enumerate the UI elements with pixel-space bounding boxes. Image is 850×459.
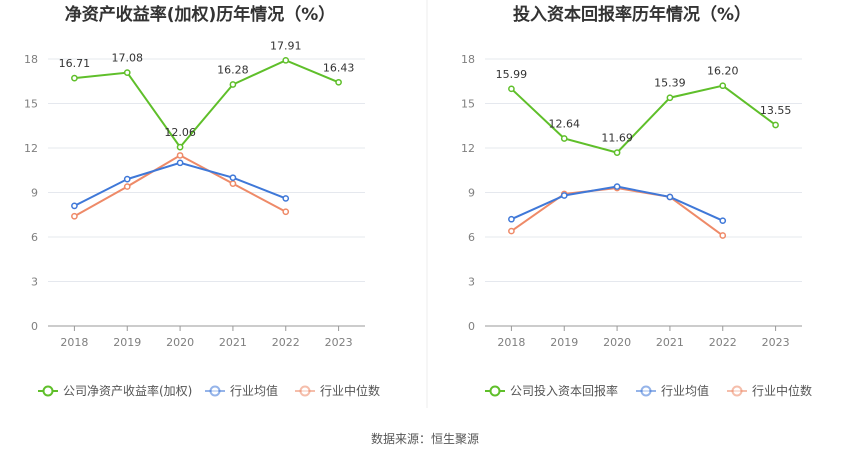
- legend-swatch-marker: [299, 385, 311, 397]
- data-point: [176, 152, 184, 159]
- data-point: [282, 56, 290, 64]
- data-label: 16.28: [217, 64, 249, 77]
- y-tick-label: 0: [31, 320, 38, 333]
- data-point: [176, 143, 184, 151]
- data-label: 16.71: [59, 57, 91, 70]
- data-point: [666, 94, 674, 102]
- legend-item: 公司净资产收益率(加权): [38, 383, 192, 398]
- data-point: [123, 175, 131, 183]
- data-label: 16.20: [707, 65, 739, 78]
- legend-label: 行业中位数: [320, 383, 380, 398]
- data-point: [123, 69, 131, 76]
- data-point: [229, 81, 237, 88]
- y-tick-label: 9: [468, 187, 475, 200]
- data-label: 15.99: [496, 68, 528, 81]
- data-point: [719, 232, 727, 239]
- y-tick-label: 0: [468, 320, 475, 333]
- legend-label: 行业中位数: [752, 383, 812, 398]
- data-point: [772, 121, 779, 129]
- series-line: [510, 84, 777, 154]
- x-tick-label: 2020: [603, 336, 631, 349]
- y-tick-label: 9: [31, 187, 38, 200]
- data-point: [335, 78, 342, 86]
- series-line: [74, 59, 339, 149]
- legend-label: 行业均值: [661, 383, 709, 398]
- data-point: [719, 217, 727, 225]
- x-tick-label: 2019: [550, 336, 578, 349]
- y-tick-label: 15: [461, 98, 475, 111]
- data-label: 16.43: [323, 61, 355, 74]
- data-point: [508, 85, 515, 93]
- legend-label: 公司净资产收益率(加权): [63, 383, 192, 398]
- data-point: [560, 192, 568, 199]
- roic-chart-panel: 投入资本回报率历年情况（%） 0 3 6 9 12 15 18 2018 2019 2020 2021…: [461, 4, 812, 398]
- data-point: [508, 227, 515, 235]
- x-tick-label: 2021: [219, 336, 247, 349]
- x-tick-label: 2018: [60, 336, 88, 349]
- data-label: 12.06: [164, 126, 196, 139]
- y-tick-label: 12: [461, 142, 475, 155]
- y-tick-label: 6: [468, 231, 475, 244]
- y-tick-label: 15: [24, 98, 38, 111]
- legend-item: 行业均值: [636, 383, 709, 398]
- x-tick-label: 2018: [497, 336, 525, 349]
- data-label: 17.08: [112, 52, 144, 65]
- y-tick-label: 18: [24, 53, 38, 66]
- data-point: [508, 215, 515, 223]
- x-tick-label: 2023: [762, 336, 790, 349]
- data-point: [613, 149, 621, 156]
- data-point: [282, 208, 290, 216]
- data-point: [282, 195, 290, 202]
- data-point: [71, 202, 78, 210]
- data-point: [719, 82, 727, 90]
- data-point: [229, 174, 237, 182]
- x-tick-label: 2021: [656, 336, 684, 349]
- roe-chart-panel: 净资产收益率(加权)历年情况（%） 0 3 6 9 12 15 18 2018 2019 2020 2…: [24, 4, 380, 398]
- data-point: [71, 74, 78, 82]
- data-point: [666, 193, 674, 201]
- legend-swatch-marker: [640, 385, 652, 397]
- x-tick-label: 2022: [709, 336, 737, 349]
- legend-item: 公司投入资本回报率: [485, 383, 618, 398]
- series-line: [510, 187, 724, 237]
- legend-swatch-marker: [489, 385, 501, 397]
- legend-item: 行业均值: [205, 383, 278, 398]
- y-tick-label: 6: [31, 231, 38, 244]
- series-line: [511, 185, 724, 222]
- y-tick-label: 12: [24, 142, 38, 155]
- source-note: 数据来源：恒生聚源: [371, 431, 479, 446]
- data-point: [560, 135, 568, 142]
- y-tick-label: 18: [461, 53, 475, 66]
- data-label: 13.55: [760, 104, 792, 117]
- legend-label: 行业均值: [230, 383, 278, 398]
- data-label: 12.64: [549, 118, 581, 131]
- data-point: [613, 183, 621, 190]
- x-tick-label: 2023: [325, 336, 353, 349]
- data-label: 15.39: [654, 77, 686, 90]
- y-tick-label: 3: [31, 276, 38, 289]
- x-tick-label: 2022: [272, 336, 300, 349]
- data-point: [176, 159, 184, 167]
- legend-swatch-marker: [731, 385, 743, 397]
- chart-title: 投入资本回报率历年情况（%）: [513, 4, 751, 25]
- data-point: [71, 212, 78, 220]
- legend-item: 行业中位数: [727, 383, 812, 398]
- y-tick-label: 3: [468, 276, 475, 289]
- x-tick-label: 2020: [166, 336, 194, 349]
- legend-swatch-marker: [42, 385, 54, 397]
- data-label: 11.69: [601, 132, 633, 145]
- legend-label: 公司投入资本回报率: [510, 383, 618, 398]
- legend-swatch-marker: [209, 385, 221, 397]
- x-tick-label: 2019: [113, 336, 141, 349]
- chart-title: 净资产收益率(加权)历年情况（%）: [65, 4, 336, 25]
- data-label: 17.91: [270, 39, 302, 52]
- data-point: [229, 180, 237, 187]
- data-point: [123, 183, 131, 190]
- legend-item: 行业中位数: [295, 383, 380, 398]
